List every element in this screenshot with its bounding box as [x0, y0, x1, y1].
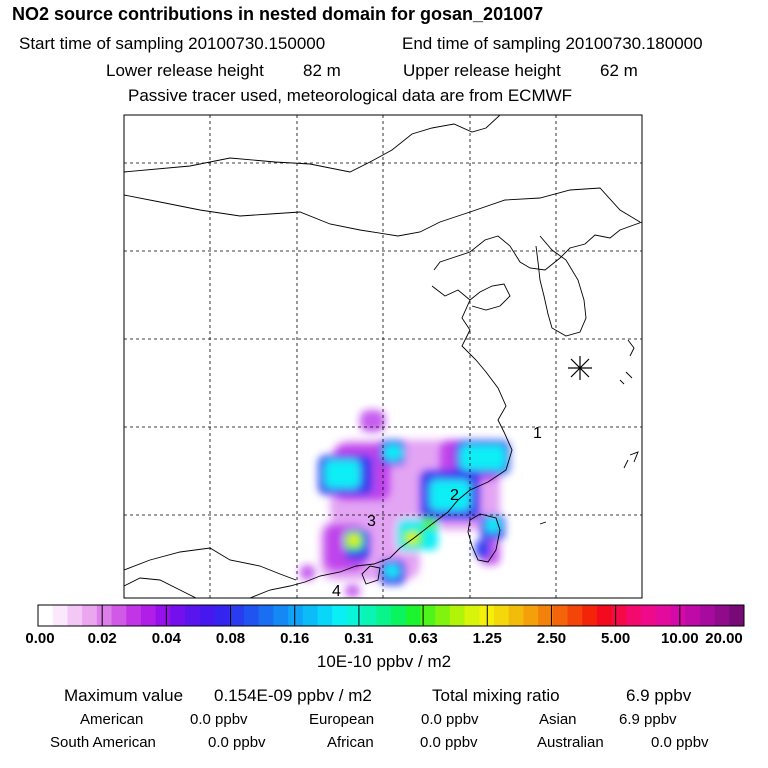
colorbar	[37, 604, 745, 627]
colorbar-swatch	[641, 605, 657, 626]
asian-value: 6.9 ppbv	[619, 711, 677, 728]
colorbar-swatch	[611, 605, 627, 626]
lower-release-value: 82 m	[303, 61, 341, 80]
colorbar-swatch	[391, 605, 407, 626]
colorbar-tick-label: 0.63	[408, 630, 438, 647]
colorbar-swatch	[185, 605, 201, 626]
colorbar-tick-label: 0.08	[215, 630, 246, 647]
colorbar-tick-label: 0.16	[280, 630, 310, 647]
map-frame	[123, 114, 643, 599]
colorbar-swatch	[567, 605, 583, 626]
upper-release-value: 62 m	[600, 61, 638, 80]
colorbar-swatch	[552, 605, 568, 626]
concentration-field	[300, 410, 510, 597]
colorbar-swatch	[582, 605, 598, 626]
african-label: African	[327, 734, 374, 751]
colorbar-swatch	[288, 605, 304, 626]
max-value: 0.154E-09 ppbv / m2	[214, 686, 372, 705]
colorbar-swatch	[449, 605, 466, 626]
colorbar-swatch	[376, 605, 392, 626]
map-label-1: 1	[533, 425, 542, 442]
colorbar-swatch	[96, 605, 113, 626]
african-value: 0.0 ppbv	[420, 734, 478, 751]
colorbar-tick-label: 0.02	[87, 630, 117, 647]
european-value: 0.0 ppbv	[421, 711, 479, 728]
total-mixing-label: Total mixing ratio	[432, 686, 560, 705]
coastlines	[124, 115, 642, 598]
colorbar-tick-label: 0.04	[151, 630, 181, 647]
colorbar-swatch	[435, 605, 451, 626]
colorbar-swatch	[38, 605, 54, 626]
colorbar-tick-label: 10.00	[661, 630, 699, 647]
colorbar-swatch	[405, 605, 421, 626]
colorbar-swatch	[508, 605, 524, 626]
chart-title: NO2 source contributions in nested domai…	[12, 4, 544, 24]
colorbar-swatch	[714, 605, 730, 626]
australian-label: Australian	[537, 734, 604, 751]
american-value: 0.0 ppbv	[190, 711, 248, 728]
chart-subtitle: Passive tracer used, meteorological data…	[128, 86, 573, 105]
colorbar-swatch	[626, 605, 642, 626]
colorbar-swatch	[258, 605, 274, 626]
colorbar-tick-label: 20.00	[705, 630, 743, 647]
colorbar-swatch	[538, 605, 554, 626]
colorbar-swatch	[655, 605, 671, 626]
map-label-2: 2	[450, 487, 459, 504]
colorbar-swatch	[317, 605, 333, 626]
south-american-label: South American	[50, 734, 156, 751]
colorbar-tick-label: 0.31	[344, 630, 374, 647]
colorbar-swatch	[126, 605, 142, 626]
colorbar-swatch	[685, 605, 701, 626]
colorbar-tick-label: 2.50	[536, 630, 567, 647]
colorbar-swatch	[273, 605, 289, 626]
grid-lines	[124, 115, 642, 598]
colorbar-swatch	[243, 605, 260, 626]
colorbar-swatch	[420, 605, 436, 626]
start-time-label: Start time of sampling 20100730.150000	[19, 34, 326, 53]
colorbar-swatch	[199, 605, 215, 626]
colorbar-swatch	[464, 605, 480, 626]
european-label: European	[309, 711, 375, 728]
map-label-4: 4	[332, 583, 341, 600]
map-panel: 1 2 3 4	[124, 115, 642, 600]
colorbar-swatch	[82, 605, 98, 626]
end-time-label: End time of sampling 20100730.180000	[402, 34, 703, 53]
colorbar-swatch	[140, 605, 157, 626]
total-mixing-value: 6.9 ppbv	[626, 686, 692, 705]
colorbar-swatch	[699, 605, 716, 626]
colorbar-swatch	[596, 605, 613, 626]
colorbar-swatch	[302, 605, 318, 626]
south-american-value: 0.0 ppbv	[208, 734, 266, 751]
colorbar-swatch	[493, 605, 510, 626]
colorbar-swatch	[729, 605, 745, 626]
colorbar-tick-label: 1.25	[472, 630, 502, 647]
colorbar-tick-label: 0.00	[25, 630, 55, 647]
colorbar-swatch	[229, 605, 245, 626]
colorbar-units: 10E-10 ppbv / m2	[316, 652, 452, 671]
lower-release-label: Lower release height	[106, 61, 264, 80]
american-label: American	[80, 711, 144, 728]
colorbar-swatch	[361, 605, 377, 626]
asian-label: Asian	[539, 711, 577, 728]
colorbar-swatch	[332, 605, 348, 626]
map-label-3: 3	[367, 513, 376, 530]
upper-release-label: Upper release height	[403, 61, 561, 80]
colorbar-frame	[37, 604, 745, 627]
colorbar-swatch	[346, 605, 363, 626]
colorbar-swatch	[170, 605, 186, 626]
max-value-label: Maximum value	[64, 686, 184, 705]
colorbar-swatch	[670, 605, 686, 626]
colorbar-swatch	[111, 605, 127, 626]
australian-value: 0.0 ppbv	[651, 734, 709, 751]
colorbar-swatch	[67, 605, 83, 626]
colorbar-swatch	[155, 605, 171, 626]
colorbar-swatch	[214, 605, 230, 626]
receptor-marker	[568, 356, 592, 380]
colorbar-swatch	[523, 605, 539, 626]
colorbar-tick-label: 5.00	[601, 630, 631, 647]
colorbar-swatch	[52, 605, 68, 626]
